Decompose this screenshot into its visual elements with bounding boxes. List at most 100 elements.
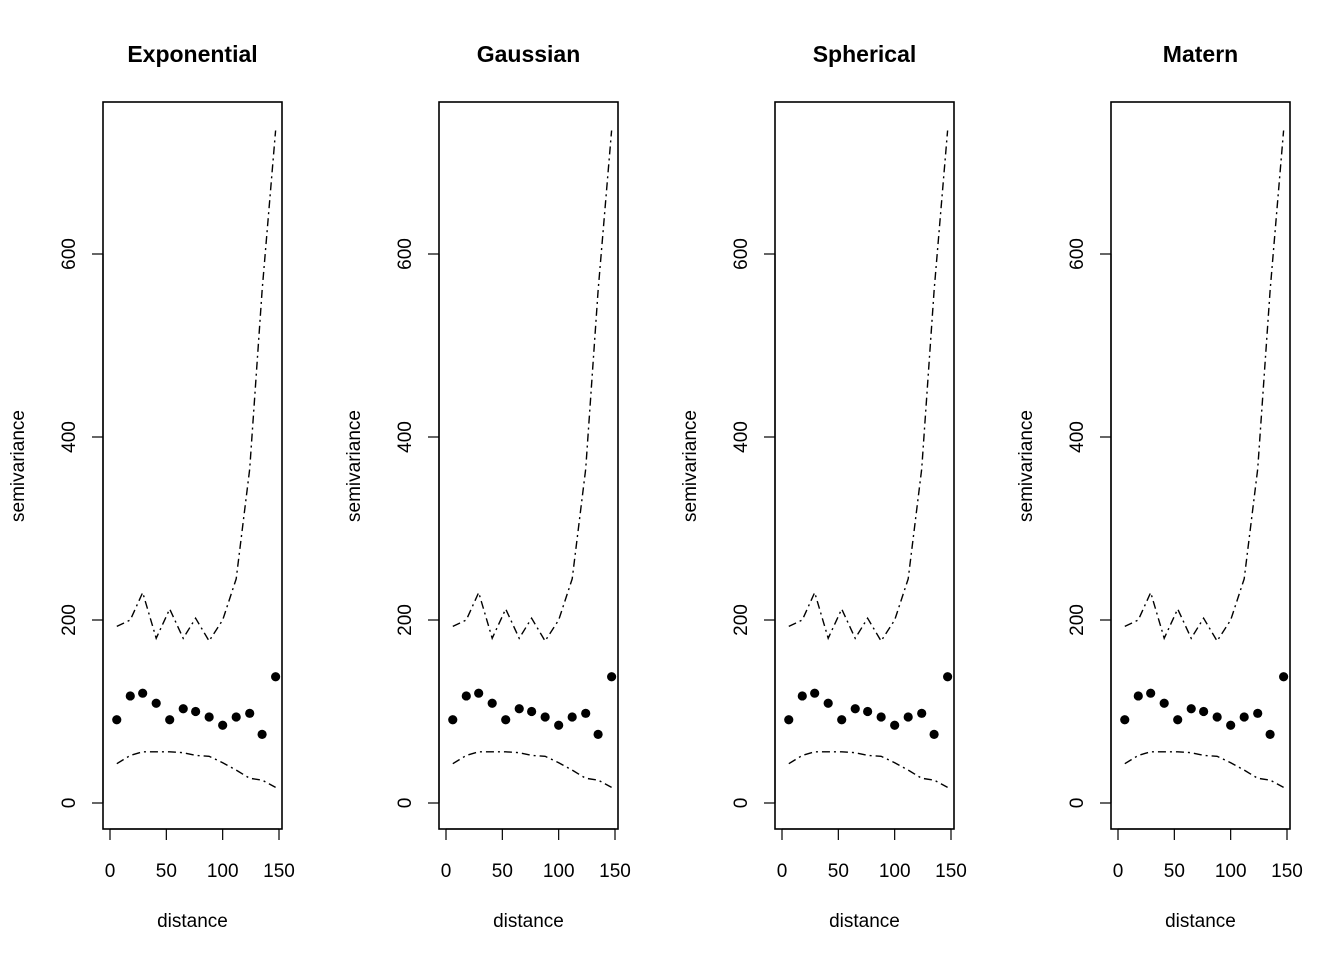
- plot-frame: [102, 101, 283, 830]
- data-point: [797, 691, 807, 701]
- plot-frame: [438, 101, 619, 830]
- panel-title: Spherical: [813, 41, 917, 67]
- data-point: [1120, 715, 1130, 725]
- data-point: [593, 729, 603, 739]
- data-point: [607, 672, 617, 682]
- x-axis-label: distance: [1165, 911, 1236, 932]
- data-point: [784, 715, 794, 725]
- y-tick-label: 200: [395, 604, 416, 636]
- data-point: [461, 691, 471, 701]
- y-tick-label: 400: [1067, 421, 1088, 453]
- variogram-panel-1: Exponential 0 50 100 150 distance 0 200 400 600 se…: [8, 41, 295, 932]
- data-point: [1265, 729, 1275, 739]
- y-tick-label: 600: [395, 238, 416, 270]
- x-tick-label: 50: [1164, 861, 1185, 882]
- x-axis: 0 50 100 150: [441, 828, 631, 882]
- data-point: [917, 708, 927, 718]
- y-axis: 0 200 400 600: [1067, 238, 1112, 809]
- data-point: [112, 715, 122, 725]
- y-axis: 0 200 400 600: [395, 238, 440, 809]
- data-point: [810, 688, 820, 698]
- x-tick-label: 50: [492, 861, 513, 882]
- data-point: [1212, 712, 1222, 722]
- data-point: [138, 688, 148, 698]
- x-tick-label: 0: [105, 861, 116, 882]
- data-point: [191, 706, 201, 717]
- data-point: [178, 704, 188, 714]
- x-tick-label: 150: [599, 861, 631, 882]
- data-point: [903, 712, 913, 722]
- x-tick-label: 150: [1271, 861, 1303, 882]
- data-point: [1186, 704, 1196, 714]
- x-tick-label: 150: [263, 861, 295, 882]
- y-tick-label: 400: [731, 421, 752, 453]
- x-tick-label: 100: [1215, 861, 1247, 882]
- x-axis-label: distance: [829, 911, 900, 932]
- data-point: [245, 708, 255, 718]
- data-point: [257, 729, 267, 739]
- data-point: [151, 698, 161, 708]
- x-axis-label: distance: [157, 911, 228, 932]
- y-axis: 0 200 400 600: [731, 238, 776, 808]
- x-tick-label: 0: [777, 861, 788, 882]
- x-tick-label: 50: [156, 861, 177, 882]
- data-point: [1239, 712, 1249, 722]
- lower-envelope-line: [1124, 751, 1284, 789]
- data-point: [165, 715, 175, 725]
- upper-envelope-line: [452, 130, 613, 643]
- data-point: [125, 691, 135, 701]
- lower-envelope-line: [452, 751, 612, 789]
- x-axis: 0 50 100 150: [777, 828, 967, 882]
- y-tick-label: 600: [59, 238, 80, 270]
- panel-title: Matern: [1163, 41, 1238, 67]
- data-point: [487, 698, 497, 708]
- data-point: [876, 712, 886, 722]
- y-tick-label: 0: [1067, 798, 1088, 809]
- y-tick-label: 200: [731, 604, 752, 636]
- data-point: [837, 715, 847, 725]
- x-axis: 0 50 100 150: [105, 828, 295, 882]
- data-point: [1146, 688, 1156, 698]
- data-point: [1199, 706, 1209, 717]
- x-tick-label: 100: [543, 861, 575, 882]
- data-point: [527, 706, 537, 717]
- x-axis-label: distance: [493, 911, 564, 932]
- plot-frame: [1110, 101, 1291, 830]
- data-point: [929, 729, 939, 739]
- data-point: [474, 688, 484, 698]
- data-point: [1173, 715, 1183, 725]
- upper-envelope-line: [788, 130, 949, 643]
- upper-envelope-line: [1124, 130, 1285, 643]
- y-tick-label: 600: [1067, 238, 1088, 270]
- data-point: [1226, 720, 1236, 730]
- panel-title: Exponential: [127, 41, 257, 67]
- data-point: [1159, 698, 1169, 708]
- data-point: [890, 720, 900, 730]
- lower-envelope-line: [788, 751, 948, 789]
- y-tick-label: 0: [59, 798, 80, 809]
- y-tick-label: 0: [395, 798, 416, 809]
- lower-envelope-line: [116, 751, 276, 789]
- y-tick-label: 200: [59, 604, 80, 636]
- data-point: [231, 712, 241, 722]
- data-point: [514, 704, 524, 714]
- y-tick-label: 600: [731, 238, 752, 270]
- variogram-panel-3: Spherical 0 50 100 150 distance 0 200 400 600 semi…: [680, 41, 967, 932]
- data-point: [1253, 708, 1263, 718]
- panel-title: Gaussian: [477, 41, 581, 67]
- y-tick-label: 400: [395, 421, 416, 453]
- data-point: [218, 720, 228, 730]
- x-tick-label: 0: [441, 861, 452, 882]
- x-tick-label: 100: [207, 861, 239, 882]
- data-point: [448, 715, 458, 725]
- data-point: [823, 698, 833, 708]
- upper-envelope-line: [116, 130, 277, 643]
- data-point: [850, 704, 860, 714]
- y-tick-label: 400: [59, 421, 80, 453]
- data-point: [581, 708, 591, 718]
- x-tick-label: 0: [1113, 861, 1124, 882]
- data-point: [863, 706, 873, 717]
- data-point: [1279, 672, 1289, 682]
- data-point: [1133, 691, 1143, 701]
